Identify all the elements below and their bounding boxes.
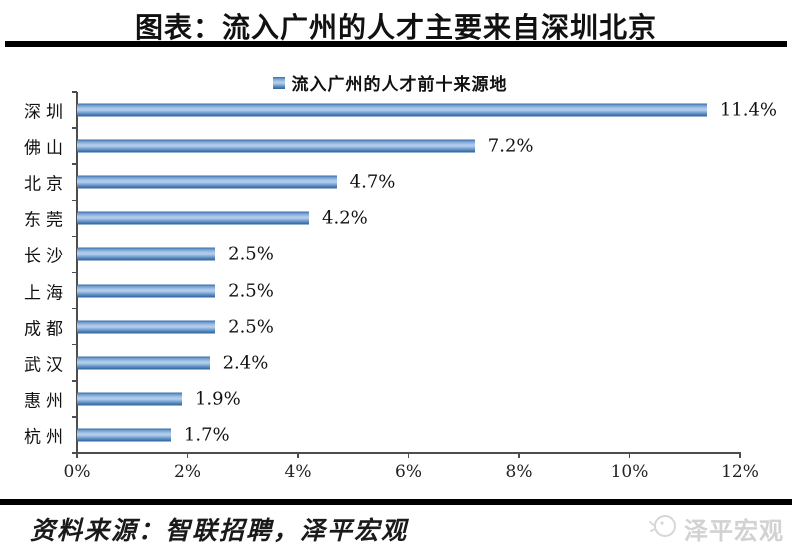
y-axis-tick bbox=[72, 235, 77, 238]
y-axis-tick bbox=[72, 91, 77, 93]
y-axis-line bbox=[76, 92, 78, 453]
bar bbox=[77, 428, 171, 442]
legend-marker-icon bbox=[272, 76, 285, 89]
y-axis-tick bbox=[72, 199, 77, 202]
category-label: 北京 bbox=[24, 174, 68, 195]
bar bbox=[77, 320, 216, 334]
y-axis-tick bbox=[72, 271, 77, 274]
chart-row: 上海 2.5% bbox=[24, 273, 740, 309]
chart-row: 东莞 4.2% bbox=[24, 200, 740, 236]
y-axis-tick bbox=[72, 343, 77, 346]
watermark: 泽平宏观 bbox=[647, 510, 784, 546]
y-axis-tick bbox=[72, 163, 77, 165]
bar bbox=[77, 175, 337, 189]
bar bbox=[77, 247, 216, 261]
y-axis-tick bbox=[72, 416, 77, 418]
plot-area: 深圳 11.4% 佛山 7.2% 北京 4.7% 东莞 4.2% 长沙 2.5% 上海 2.5% 成都 2… bbox=[24, 91, 777, 482]
x-tick-label: 10% bbox=[610, 462, 649, 482]
watermark-logo-icon bbox=[647, 510, 679, 546]
bar bbox=[77, 103, 707, 117]
x-tick-label: 12% bbox=[721, 462, 759, 482]
value-label: 7.2% bbox=[487, 135, 534, 157]
chart-row: 惠州 1.9% bbox=[24, 381, 740, 417]
value-label: 4.2% bbox=[322, 207, 368, 229]
x-tick-label: 2% bbox=[174, 462, 201, 482]
x-axis-tick bbox=[186, 453, 189, 458]
watermark-text: 泽平宏观 bbox=[684, 515, 784, 545]
chart-legend: 流入广州的人才前十来源地 bbox=[0, 70, 780, 95]
chart-row: 北京 4.7% bbox=[24, 164, 740, 200]
chart-row: 武汉 2.4% bbox=[24, 345, 740, 381]
chart-row: 深圳 11.4% bbox=[24, 92, 777, 128]
title-divider bbox=[5, 41, 787, 47]
x-tick-label: 4% bbox=[284, 462, 312, 482]
category-label: 成都 bbox=[24, 319, 68, 340]
value-label: 4.7% bbox=[349, 171, 396, 193]
value-label: 2.5% bbox=[228, 316, 274, 338]
bar bbox=[77, 139, 475, 153]
y-axis-tick bbox=[72, 380, 77, 382]
category-label: 深圳 bbox=[24, 102, 68, 123]
x-axis-tick bbox=[76, 453, 78, 458]
y-axis-tick bbox=[72, 127, 77, 129]
footer-divider bbox=[0, 499, 792, 505]
x-axis-tick bbox=[739, 453, 741, 458]
y-axis-tick bbox=[72, 307, 77, 310]
chart-row: 杭州 1.7% bbox=[24, 417, 740, 453]
x-axis-tick bbox=[297, 453, 299, 458]
chart-row: 成都 2.5% bbox=[24, 309, 740, 345]
value-label: 2.5% bbox=[228, 280, 274, 302]
value-label: 2.4% bbox=[222, 352, 269, 374]
bar bbox=[77, 284, 216, 298]
y-axis-tick bbox=[72, 452, 77, 454]
x-tick-label: 8% bbox=[505, 462, 533, 482]
category-label: 佛山 bbox=[24, 138, 68, 159]
value-label: 1.9% bbox=[194, 388, 241, 410]
category-label: 武汉 bbox=[24, 355, 68, 376]
chart-row: 长沙 2.5% bbox=[24, 236, 740, 272]
category-label: 杭州 bbox=[24, 427, 68, 448]
value-label: 11.4% bbox=[719, 99, 778, 121]
x-tick-label: 0% bbox=[63, 462, 91, 482]
x-axis-tick bbox=[407, 453, 410, 458]
value-label: 2.5% bbox=[228, 243, 274, 265]
category-label: 上海 bbox=[24, 283, 68, 304]
category-label: 长沙 bbox=[24, 246, 68, 267]
x-tick-label: 6% bbox=[395, 462, 422, 482]
x-axis-tick bbox=[518, 453, 520, 458]
category-label: 东莞 bbox=[24, 210, 68, 231]
bar bbox=[77, 356, 210, 370]
source-text: 资料来源：智联招聘，泽平宏观 bbox=[30, 516, 409, 545]
value-label: 1.7% bbox=[183, 424, 230, 446]
bar bbox=[77, 392, 182, 406]
x-axis-tick bbox=[628, 453, 631, 458]
legend-label: 流入广州的人才前十来源地 bbox=[291, 75, 508, 95]
page-title: 图表：流入广州的人才主要来自深圳北京 bbox=[134, 11, 657, 44]
bar bbox=[77, 211, 310, 225]
chart-row: 佛山 7.2% bbox=[24, 128, 740, 164]
category-label: 惠州 bbox=[24, 391, 68, 412]
